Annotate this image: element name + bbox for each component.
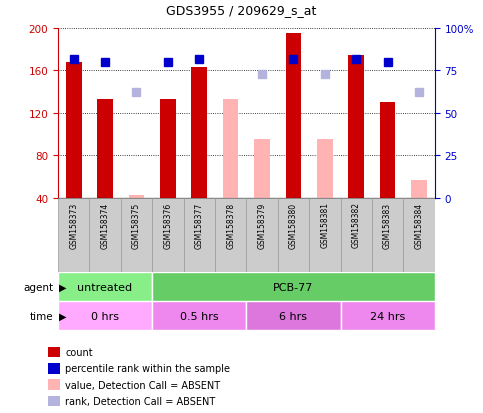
Bar: [348, 55, 364, 198]
Text: GSM158376: GSM158376: [163, 202, 172, 248]
FancyBboxPatch shape: [58, 198, 89, 273]
Text: GDS3955 / 209629_s_at: GDS3955 / 209629_s_at: [166, 4, 317, 17]
Bar: [152, 301, 246, 330]
Bar: [128, 195, 144, 198]
Bar: [48, 347, 60, 357]
FancyBboxPatch shape: [403, 198, 435, 273]
Bar: [317, 140, 333, 198]
Text: 0.5 hrs: 0.5 hrs: [180, 311, 218, 321]
Text: agent: agent: [23, 282, 53, 292]
Text: GSM158379: GSM158379: [257, 202, 267, 248]
Bar: [285, 34, 301, 198]
Text: PCB-77: PCB-77: [273, 282, 313, 292]
FancyBboxPatch shape: [309, 198, 341, 273]
Text: untreated: untreated: [77, 282, 133, 292]
FancyBboxPatch shape: [121, 198, 152, 273]
Text: count: count: [65, 347, 93, 357]
Bar: [48, 396, 60, 406]
FancyBboxPatch shape: [215, 198, 246, 273]
Text: time: time: [29, 311, 53, 321]
Text: GSM158378: GSM158378: [226, 202, 235, 248]
Text: 24 hrs: 24 hrs: [370, 311, 405, 321]
FancyBboxPatch shape: [184, 198, 215, 273]
Bar: [341, 301, 435, 330]
Bar: [411, 180, 427, 198]
Bar: [160, 100, 176, 198]
Bar: [66, 63, 82, 198]
Text: percentile rank within the sample: percentile rank within the sample: [65, 363, 230, 373]
Text: GSM158382: GSM158382: [352, 202, 361, 248]
Text: GSM158374: GSM158374: [100, 202, 110, 248]
Text: GSM158381: GSM158381: [320, 202, 329, 248]
Text: GSM158380: GSM158380: [289, 202, 298, 248]
Text: value, Detection Call = ABSENT: value, Detection Call = ABSENT: [65, 380, 220, 390]
Text: GSM158377: GSM158377: [195, 202, 204, 248]
Bar: [246, 301, 341, 330]
FancyBboxPatch shape: [152, 198, 184, 273]
Bar: [152, 273, 435, 301]
Bar: [380, 103, 396, 198]
Text: GSM158384: GSM158384: [414, 202, 424, 248]
Text: GSM158375: GSM158375: [132, 202, 141, 248]
Bar: [58, 273, 152, 301]
Bar: [254, 140, 270, 198]
Bar: [191, 68, 207, 198]
FancyBboxPatch shape: [278, 198, 309, 273]
Text: ▶: ▶: [59, 311, 67, 321]
FancyBboxPatch shape: [246, 198, 278, 273]
Text: GSM158383: GSM158383: [383, 202, 392, 248]
FancyBboxPatch shape: [341, 198, 372, 273]
Bar: [97, 100, 113, 198]
Bar: [223, 100, 239, 198]
Bar: [48, 380, 60, 390]
Text: ▶: ▶: [59, 282, 67, 292]
FancyBboxPatch shape: [89, 198, 121, 273]
Bar: [58, 301, 152, 330]
Text: 6 hrs: 6 hrs: [280, 311, 307, 321]
Text: rank, Detection Call = ABSENT: rank, Detection Call = ABSENT: [65, 396, 215, 406]
FancyBboxPatch shape: [372, 198, 403, 273]
Bar: [48, 363, 60, 374]
Text: 0 hrs: 0 hrs: [91, 311, 119, 321]
Text: GSM158373: GSM158373: [69, 202, 78, 248]
